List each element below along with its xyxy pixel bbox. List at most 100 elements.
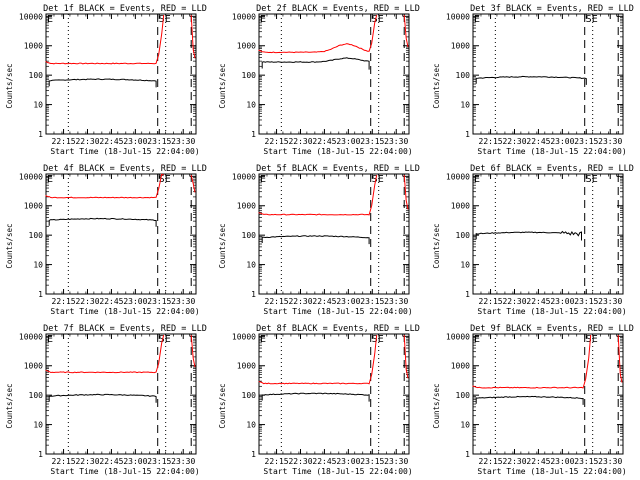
x-tick-label: 22:15 — [479, 297, 503, 306]
x-axis-label: Start Time (18-Jul-15 22:04:00) — [263, 307, 412, 316]
x-tick-label: 22:30 — [288, 457, 312, 466]
panel-title: Det 3f BLACK = Events, RED = LLD — [470, 4, 634, 14]
y-tick-label: 10000 — [232, 12, 256, 21]
y-axis-label: Counts/sec — [218, 383, 227, 428]
plot-frame — [472, 333, 624, 455]
y-axis-label: Counts/sec — [218, 63, 227, 108]
x-tick-label: 22:45 — [312, 297, 336, 306]
plot-frame — [45, 173, 197, 295]
panel-det-3: Det 3f BLACK = Events, RED = LLD 1 10 100 10… — [432, 4, 634, 156]
x-tick-label: 22:30 — [502, 137, 526, 146]
x-tick-label: 22:15 — [479, 457, 503, 466]
marker-label-eclipse: SE — [159, 14, 171, 25]
x-axis-label: Start Time (18-Jul-15 22:04:00) — [477, 467, 626, 476]
x-tick-label: 23:15 — [574, 297, 598, 306]
x-tick-label: 22:45 — [526, 457, 550, 466]
marker-label-entry: E — [474, 174, 480, 185]
y-axis-label: Counts/sec — [432, 63, 441, 108]
x-axis-label: Start Time (18-Jul-15 22:04:00) — [50, 147, 199, 156]
x-tick-label: 23:30 — [171, 297, 195, 306]
y-tick-label: 100 — [29, 71, 44, 80]
y-tick-label: 100 — [456, 391, 471, 400]
lld-series-line — [472, 334, 592, 389]
y-tick-label: 10 — [246, 261, 256, 270]
x-tick-label: 23:15 — [147, 457, 171, 466]
panel-title: Det 2f BLACK = Events, RED = LLD — [256, 4, 420, 14]
x-axis-label: Start Time (18-Jul-15 22:04:00) — [477, 147, 626, 156]
x-tick-label: 23:30 — [598, 137, 622, 146]
marker-label-entry: E — [474, 334, 480, 345]
y-tick-label: 1000 — [24, 202, 43, 211]
lld-reentry-line — [403, 174, 409, 210]
y-tick-label: 10000 — [19, 332, 43, 341]
lld-reentry-line — [190, 14, 196, 59]
y-tick-label: 1 — [465, 290, 470, 299]
panel-det-4: Det 4f BLACK = Events, RED = LLD 1 10 100 10… — [5, 164, 207, 316]
y-tick-label: 100 — [29, 391, 44, 400]
x-tick-label: 22:15 — [479, 137, 503, 146]
y-tick-label: 10000 — [19, 12, 43, 21]
lld-series-line — [45, 173, 164, 199]
plot-frame — [258, 13, 410, 135]
y-tick-label: 100 — [456, 71, 471, 80]
y-tick-label: 10000 — [446, 12, 470, 21]
marker-label-entry: E — [474, 14, 480, 25]
events-series-line — [261, 235, 370, 245]
y-tick-label: 100 — [242, 231, 257, 240]
y-tick-label: 100 — [242, 71, 257, 80]
lld-reentry-line — [403, 334, 409, 379]
panel-det-6: Det 6f BLACK = Events, RED = LLD 1 10 100 10… — [432, 164, 634, 316]
x-tick-label: 23:30 — [598, 457, 622, 466]
events-series-line — [475, 395, 584, 405]
x-tick-label: 23:30 — [171, 137, 195, 146]
y-tick-label: 1000 — [237, 202, 256, 211]
x-tick-label: 23:00 — [550, 457, 574, 466]
panel-title: Det 1f BLACK = Events, RED = LLD — [43, 4, 207, 14]
x-tick-label: 23:15 — [574, 137, 598, 146]
y-tick-label: 10 — [460, 261, 470, 270]
y-tick-label: 10 — [246, 421, 256, 430]
x-tick-label: 23:30 — [384, 297, 408, 306]
x-tick-label: 22:15 — [265, 137, 289, 146]
x-tick-label: 23:30 — [598, 297, 622, 306]
events-series-line — [475, 75, 587, 85]
y-axis-label: Counts/sec — [218, 223, 227, 268]
x-tick-label: 22:30 — [502, 297, 526, 306]
panel-det-2: Det 2f BLACK = Events, RED = LLD 1 10 100 10… — [218, 4, 420, 156]
lld-series-line — [258, 14, 378, 54]
y-tick-label: 1 — [251, 290, 256, 299]
plot-frame — [472, 13, 624, 135]
x-tick-label: 23:00 — [123, 457, 147, 466]
x-axis-label: Start Time (18-Jul-15 22:04:00) — [50, 467, 199, 476]
events-series-line — [48, 393, 157, 403]
lld-series-line — [258, 334, 378, 385]
x-tick-label: 22:45 — [526, 297, 550, 306]
plot-frame — [472, 173, 624, 295]
x-tick-label: 23:00 — [336, 457, 360, 466]
lld-series-line — [258, 174, 378, 216]
lld-reentry-line — [190, 174, 196, 193]
x-tick-label: 22:30 — [502, 457, 526, 466]
marker-label-entry: E — [47, 14, 53, 25]
x-tick-label: 23:00 — [550, 297, 574, 306]
y-tick-label: 10000 — [232, 332, 256, 341]
x-tick-label: 23:00 — [336, 297, 360, 306]
marker-label-eclipse: SE — [372, 14, 384, 25]
y-tick-label: 1000 — [24, 362, 43, 371]
lld-reentry-line — [403, 14, 409, 48]
x-tick-label: 23:00 — [123, 137, 147, 146]
y-axis-label: Counts/sec — [432, 223, 441, 268]
x-tick-label: 23:15 — [147, 137, 171, 146]
y-tick-label: 1000 — [24, 42, 43, 51]
y-tick-label: 1000 — [451, 362, 470, 371]
events-series-line — [475, 230, 582, 241]
x-tick-label: 23:30 — [171, 457, 195, 466]
panel-title: Det 9f BLACK = Events, RED = LLD — [470, 324, 634, 334]
x-tick-label: 23:00 — [123, 297, 147, 306]
panel-det-1: Det 1f BLACK = Events, RED = LLD 1 10 100 10… — [5, 4, 207, 156]
x-tick-label: 22:45 — [526, 137, 550, 146]
marker-label-eclipse: SE — [586, 334, 598, 345]
y-tick-label: 1 — [251, 130, 256, 139]
y-tick-label: 1000 — [451, 42, 470, 51]
